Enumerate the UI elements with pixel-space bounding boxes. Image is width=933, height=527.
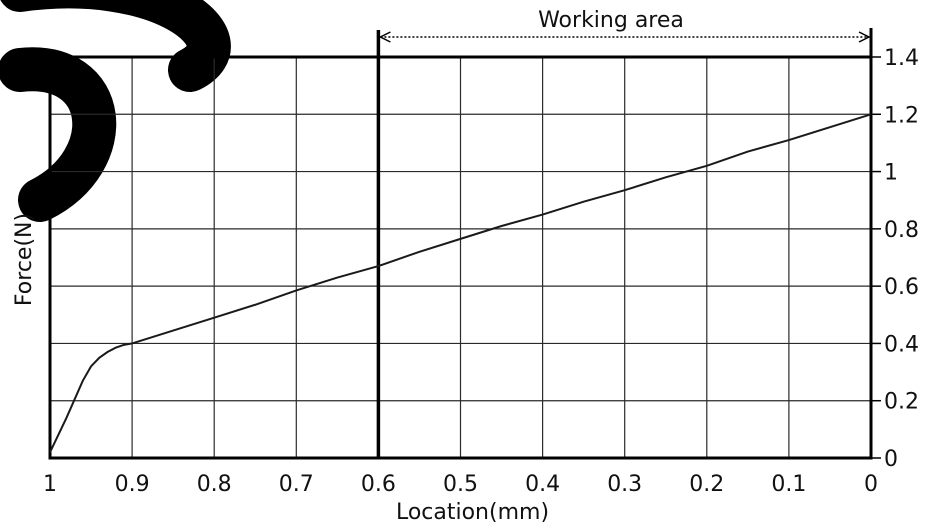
y-tick-label: 1.2 xyxy=(884,103,919,128)
x-tick-labels: 1 0.9 0.8 0.7 0.6 0.5 0.4 0.3 0.2 0.1 0 xyxy=(43,472,878,497)
grid xyxy=(49,56,872,459)
x-tick-label: 0.5 xyxy=(443,472,478,497)
working-area-annotation: Working area xyxy=(378,8,873,57)
series-line xyxy=(49,113,872,453)
y-tick-label: 0.6 xyxy=(884,275,919,300)
x-tick-label: 0.6 xyxy=(361,472,396,497)
x-tick-label: 0.9 xyxy=(115,472,150,497)
x-tick-label: 1 xyxy=(43,472,57,497)
x-tick-label: 0.8 xyxy=(197,472,232,497)
x-tick-label: 0.3 xyxy=(607,472,642,497)
x-tick-label: 0.2 xyxy=(689,472,724,497)
x-tick-label: 0.1 xyxy=(771,472,806,497)
annotation-arrow-right xyxy=(858,31,871,43)
annotation-label: Working area xyxy=(538,8,684,33)
y-tick-label: 0.8 xyxy=(884,218,919,243)
x-tick-label: 0 xyxy=(864,472,878,497)
y-axis-title: Force(N) xyxy=(12,213,37,306)
y-tick-label: 1 xyxy=(884,161,898,186)
y-tick-label: 0.4 xyxy=(884,332,919,357)
x-tick-label: 0.7 xyxy=(279,472,314,497)
plot-frame xyxy=(48,55,873,460)
watermark-arc xyxy=(0,0,231,222)
y-tick-label: 0.2 xyxy=(884,390,919,415)
annotation-arrow-left xyxy=(378,31,391,43)
x-tick-label: 0.4 xyxy=(525,472,560,497)
y-tick-label: 1.4 xyxy=(884,46,919,71)
y-tick-labels: 0 0.2 0.4 0.6 0.8 1 1.2 1.4 xyxy=(871,46,919,472)
x-axis-title: Location(mm) xyxy=(396,500,549,525)
y-tick-label: 0 xyxy=(884,447,898,472)
